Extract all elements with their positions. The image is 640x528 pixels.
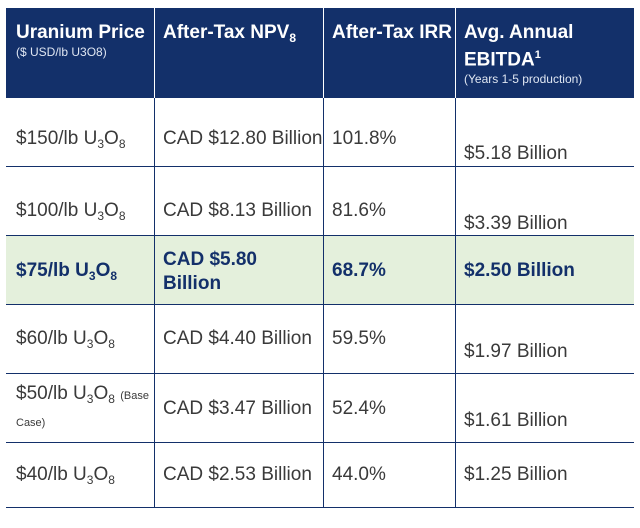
column-divider bbox=[323, 443, 324, 507]
price-cell: $60/lb U3O8 bbox=[16, 328, 115, 351]
npv-cell: CAD $3.47 Billion bbox=[163, 398, 312, 419]
column-divider bbox=[154, 305, 155, 373]
npv-cell: CAD $4.40 Billion bbox=[163, 328, 312, 349]
ebitda-cell: $2.50 Billion bbox=[464, 260, 575, 281]
header-irr: After-Tax IRR bbox=[332, 8, 457, 98]
ebitda-cell: $5.18 Billion bbox=[464, 143, 568, 164]
table-row: $150/lb U3O8 CAD $12.80 Billion 101.8% $… bbox=[6, 98, 634, 167]
irr-cell: 52.4% bbox=[332, 398, 386, 419]
npv-line-2: Billion bbox=[163, 273, 222, 294]
column-divider bbox=[154, 374, 155, 442]
npv-line-1: CAD $5.80 bbox=[163, 249, 257, 270]
ebitda-cell: $1.97 Billion bbox=[464, 341, 568, 362]
ebitda-cell: $1.25 Billion bbox=[464, 464, 568, 485]
header-title: After-Tax NPV8 bbox=[163, 22, 297, 45]
price-cell: $150/lb U3O8 bbox=[16, 128, 126, 151]
header-uranium-price: Uranium Price ($ USD/lb U3O8) bbox=[16, 8, 156, 98]
column-divider bbox=[455, 167, 456, 235]
irr-cell: 101.8% bbox=[332, 128, 397, 149]
header-title-2: EBITDA1 bbox=[464, 49, 541, 71]
header-ebitda: Avg. Annual EBITDA1 (Years 1-5 productio… bbox=[464, 8, 632, 98]
header-title: After-Tax IRR bbox=[332, 22, 452, 43]
header-divider bbox=[323, 8, 324, 98]
header-subtitle: ($ USD/lb U3O8) bbox=[16, 45, 107, 59]
price-cell: $40/lb U3O8 bbox=[16, 464, 115, 487]
column-divider bbox=[455, 374, 456, 442]
table-row: $60/lb U3O8 CAD $4.40 Billion 59.5% $1.9… bbox=[6, 305, 634, 374]
ebitda-cell: $3.39 Billion bbox=[464, 213, 568, 234]
column-divider bbox=[323, 374, 324, 442]
header-divider bbox=[455, 8, 456, 98]
price-cell: $75/lb U3O8 bbox=[16, 260, 118, 283]
price-cell: $100/lb U3O8 bbox=[16, 200, 126, 223]
header-subtitle: (Years 1-5 production) bbox=[464, 72, 583, 87]
npv-cell: CAD $12.80 Billion bbox=[163, 128, 323, 149]
column-divider bbox=[154, 236, 155, 304]
irr-cell: 81.6% bbox=[332, 200, 386, 221]
column-divider bbox=[455, 305, 456, 373]
header-npv: After-Tax NPV8 bbox=[163, 8, 323, 98]
header-divider bbox=[154, 8, 155, 98]
column-divider bbox=[455, 443, 456, 507]
table-header: Uranium Price ($ USD/lb U3O8) After-Tax … bbox=[6, 8, 634, 98]
table-row: $50/lb U3O8 (Base Case) CAD $3.47 Billio… bbox=[6, 374, 634, 443]
column-divider bbox=[455, 98, 456, 166]
column-divider bbox=[154, 98, 155, 166]
irr-cell: 44.0% bbox=[332, 464, 386, 485]
ebitda-cell: $1.61 Billion bbox=[464, 410, 568, 431]
price-cell: $50/lb U3O8 (Base Case) bbox=[16, 382, 149, 450]
sensitivity-table: Uranium Price ($ USD/lb U3O8) After-Tax … bbox=[6, 8, 634, 508]
irr-cell: 68.7% bbox=[332, 260, 386, 281]
npv-cell: CAD $5.80 Billion bbox=[163, 248, 257, 316]
price-note: Case) bbox=[16, 417, 46, 429]
column-divider bbox=[154, 167, 155, 235]
table-row: $40/lb U3O8 CAD $2.53 Billion 44.0% $1.2… bbox=[6, 443, 634, 508]
npv-cell: CAD $2.53 Billion bbox=[163, 464, 312, 485]
irr-cell: 59.5% bbox=[332, 328, 386, 349]
column-divider bbox=[455, 236, 456, 304]
npv-cell: CAD $8.13 Billion bbox=[163, 200, 312, 221]
column-divider bbox=[323, 236, 324, 304]
column-divider bbox=[323, 305, 324, 373]
column-divider bbox=[323, 167, 324, 235]
column-divider bbox=[323, 98, 324, 166]
table-row-highlighted: $75/lb U3O8 CAD $5.80 Billion 68.7% $2.5… bbox=[6, 236, 634, 305]
column-divider bbox=[154, 443, 155, 507]
price-line-1: $50/lb U3O8 (Base bbox=[16, 383, 149, 406]
header-title: Uranium Price bbox=[16, 22, 145, 43]
table-row: $100/lb U3O8 CAD $8.13 Billion 81.6% $3.… bbox=[6, 167, 634, 236]
header-title: Avg. Annual bbox=[464, 22, 574, 43]
